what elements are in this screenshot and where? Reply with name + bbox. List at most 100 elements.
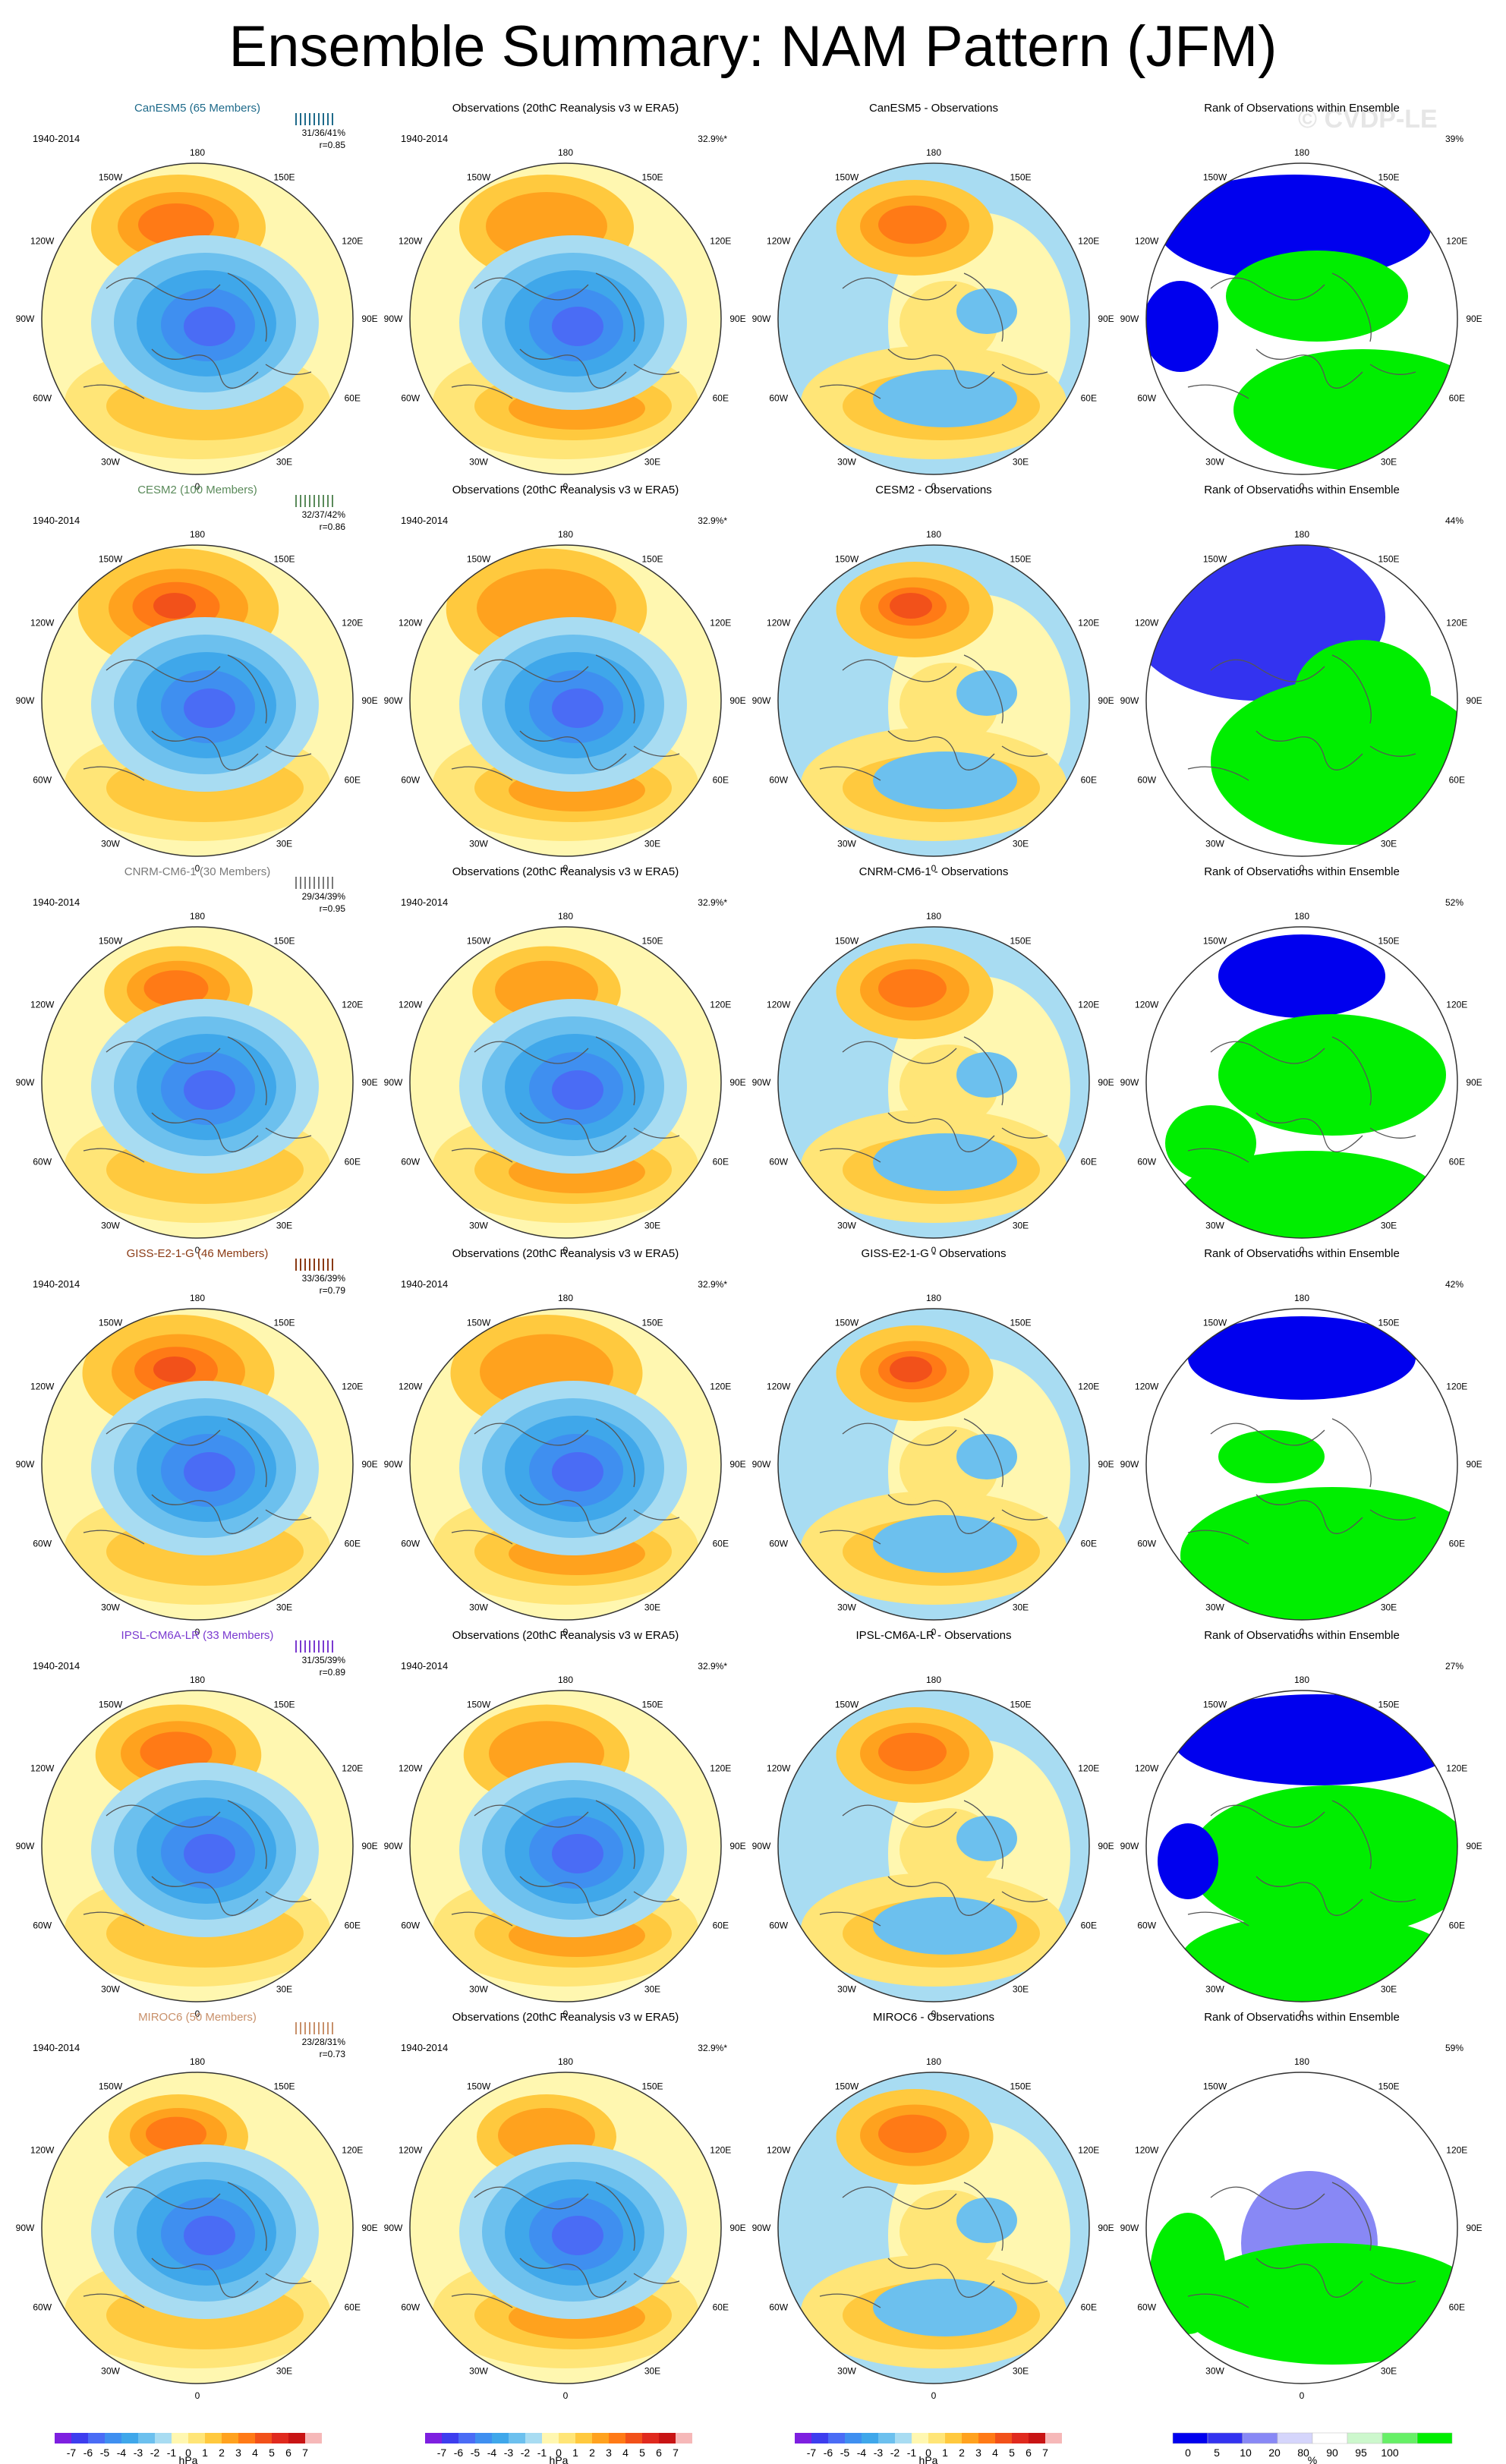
colorbar-swatch (575, 2433, 592, 2444)
colorbar-tick-label: -2 (150, 2447, 160, 2459)
map-field (410, 927, 721, 1238)
coastline (963, 1800, 1003, 1870)
page-title: Ensemble Summary: NAM Pattern (JFM) (228, 14, 1278, 79)
longitude-label: 150W (99, 554, 123, 565)
coastline (1369, 2273, 1416, 2284)
colorbar-swatch (475, 2433, 492, 2444)
longitude-label: 90E (361, 695, 377, 706)
longitude-label: 30W (101, 1602, 120, 1612)
map-field (778, 2072, 1089, 2384)
colorbar-tick-label: 6 (656, 2447, 662, 2459)
map-border (41, 1308, 354, 1621)
coastline (963, 1418, 1003, 1488)
coastline (887, 1112, 995, 1152)
colorbar-swatch (659, 2433, 676, 2444)
longitude-label: 150W (1203, 554, 1227, 565)
colorbar-tick-label: -5 (471, 2447, 480, 2459)
longitude-label: 60E (1081, 1539, 1097, 1549)
longitude-label: 120E (342, 2145, 363, 2156)
coastline (842, 1423, 957, 1446)
pattern-correlation: r=0.95 (320, 903, 346, 914)
longitude-label: 150W (1203, 1318, 1227, 1328)
colorbar-hpa: -7 -6 -5 -4 -3 -2 -1 0 1 2 3 4 5 6 7 hPa (425, 2433, 692, 2464)
colorbar-swatch (1029, 2433, 1045, 2444)
contour-neg-polar (184, 688, 235, 728)
longitude-label: 120W (30, 1382, 55, 1392)
longitude-label: 30E (1381, 1220, 1397, 1230)
longitude-label: 60E (1081, 2302, 1097, 2313)
longitude-label: 120E (710, 2145, 731, 2156)
map-field (42, 163, 353, 474)
longitude-label: 90E (729, 1459, 745, 1470)
coastline (227, 1418, 267, 1488)
panel-title-obs: Observations (20thC Reanalysis v3 w ERA5… (452, 484, 679, 496)
period-label: 1940-2014 (401, 2042, 448, 2053)
coastline (519, 730, 627, 770)
pattern-stats: 33/36/39% (302, 1273, 346, 1284)
longitude-label: 150E (273, 2081, 295, 2092)
longitude-label: 60W (1137, 775, 1156, 786)
longitude-label: 90E (729, 1077, 745, 1088)
longitude-label: 0 (195, 481, 200, 492)
longitude-label: 0 (1300, 1627, 1305, 1637)
longitude-label: 0 (1300, 481, 1305, 492)
longitude-label: 120E (342, 1000, 363, 1010)
longitude-label: 90E (361, 2223, 377, 2233)
period-label: 1940-2014 (401, 1278, 448, 1290)
longitude-label: 30W (837, 456, 856, 467)
map-border (409, 544, 722, 857)
panel-title-model: MIROC6 (50 Members) (138, 2011, 257, 2024)
map-field (42, 1309, 353, 1620)
rank-high-region (1218, 1014, 1446, 1136)
contour-neg-polar (552, 1834, 603, 1873)
coastline (83, 1530, 145, 1545)
panel-title-diff: MIROC6 - Observations (873, 2011, 994, 2024)
colorbar-tick-label: 7 (302, 2447, 308, 2459)
colorbar-swatch (71, 2433, 88, 2444)
coastline (106, 1423, 221, 1446)
longitude-label: 0 (1300, 2009, 1305, 2019)
contour-neg-polar (184, 1070, 235, 1110)
longitude-label: 90W (752, 1077, 771, 1088)
colorbar-swatch (845, 2433, 862, 2444)
coastline (1369, 1127, 1416, 1139)
longitude-label: 0 (931, 2009, 937, 2019)
map-border (41, 1690, 354, 2002)
longitude-label: 30W (469, 1983, 488, 1994)
map-field (1146, 545, 1457, 856)
coastline (633, 364, 680, 375)
longitude-label: 60E (1449, 1539, 1465, 1549)
longitude-label: 150W (467, 936, 491, 947)
map-border (777, 1308, 1090, 1621)
coastline (1001, 364, 1048, 375)
map-border (409, 1308, 722, 1621)
coastline (474, 277, 589, 301)
coastline (633, 745, 680, 757)
colorbar-tick-label: 0 (556, 2447, 562, 2459)
longitude-label: 90E (1466, 1841, 1482, 1851)
longitude-label: 30E (644, 1983, 660, 1994)
coastline (451, 1148, 513, 1163)
map-field (410, 1309, 721, 1620)
longitude-label: 120W (30, 1000, 55, 1010)
map-border (41, 544, 354, 857)
panel-title-rank: Rank of Observations within Ensemble (1204, 1247, 1400, 1260)
coastline (1256, 1494, 1363, 1534)
longitude-label: 120W (1135, 1763, 1159, 1774)
coastline (1187, 766, 1249, 781)
longitude-label: 30E (644, 1220, 660, 1230)
longitude-label: 150E (1378, 936, 1399, 947)
longitude-label: 150W (467, 554, 491, 565)
longitude-label: 90E (1098, 695, 1114, 706)
longitude-label: 120W (399, 2145, 423, 2156)
pattern-stats: 23/28/31% (302, 2037, 346, 2047)
longitude-label: 120W (1135, 1000, 1159, 1010)
contour-neg-polar (552, 1452, 603, 1492)
pattern-correlation: r=0.89 (320, 1667, 346, 1678)
longitude-label: 120W (30, 1763, 55, 1774)
